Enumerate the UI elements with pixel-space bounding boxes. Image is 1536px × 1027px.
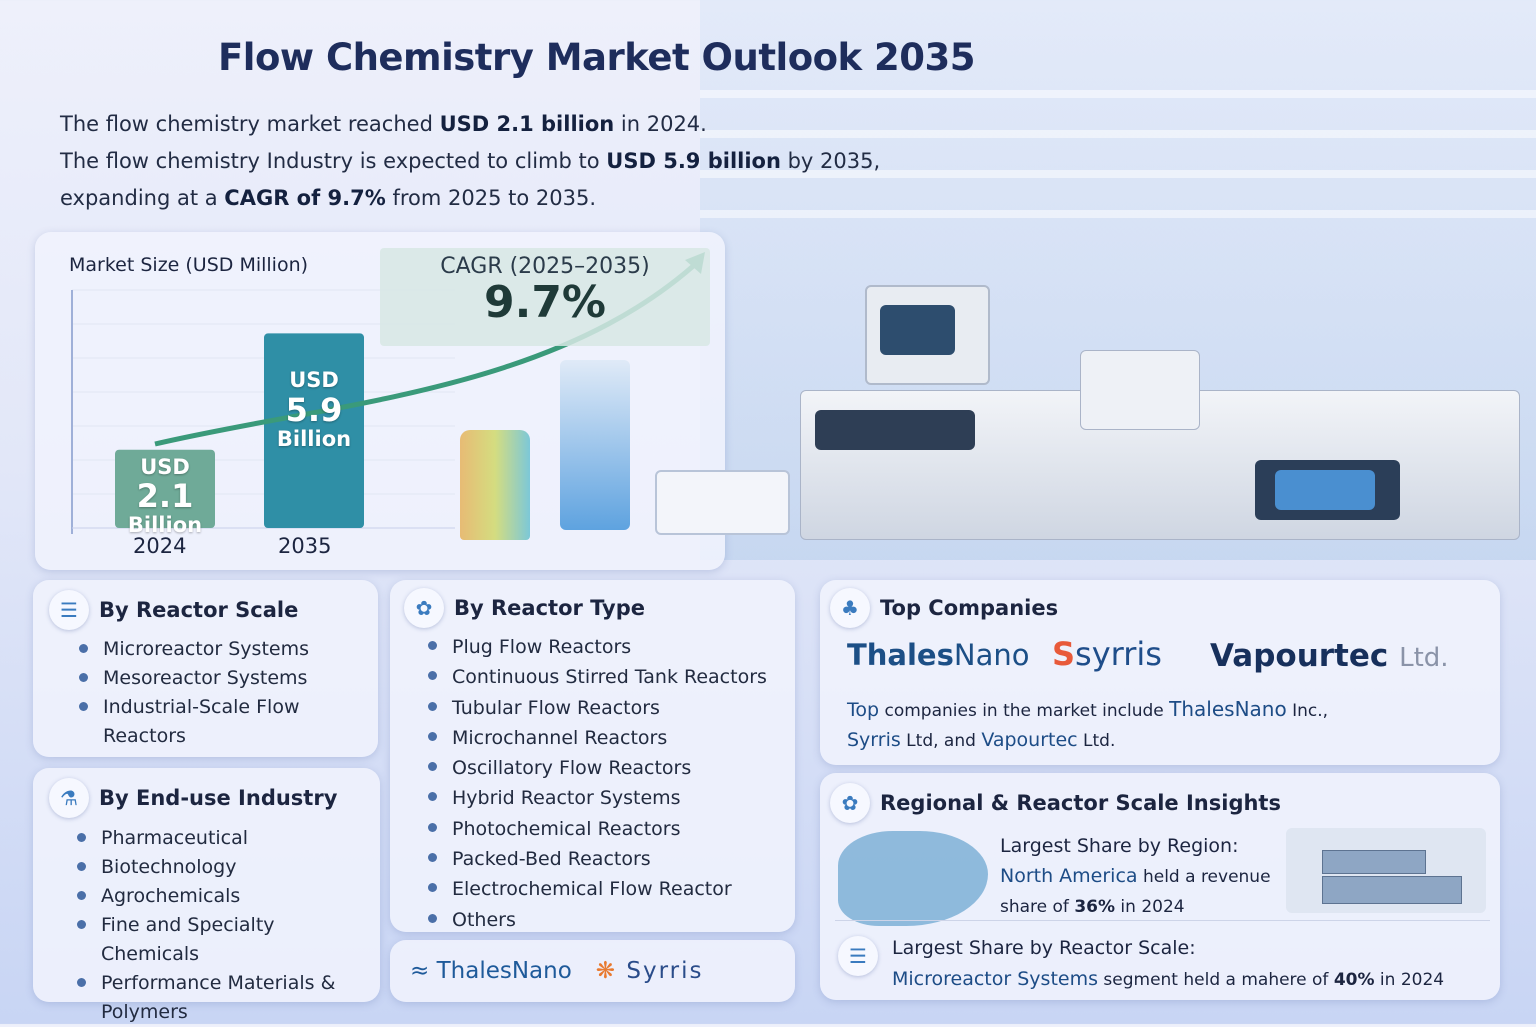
thalesnano-logo: ≈ ThalesNano [410, 958, 572, 984]
syrris-logo: Ssyrris [1052, 635, 1162, 673]
chart-title: Market Size (USD Million) [69, 254, 309, 276]
lab-equipment-illustration [460, 250, 1520, 550]
bar-2024 [115, 449, 215, 528]
top-companies-card: ♣ Top Companies ThalesNano Ssyrris Vapour… [820, 580, 1500, 765]
reactor-type-item: Hybrid Reactor Systems [424, 783, 767, 813]
end-use-item: Biotechnology [73, 853, 373, 882]
reactor-scale-title: By Reactor Scale [99, 598, 299, 622]
vapourtec-logo: Vapourtec Ltd. [1210, 638, 1449, 674]
bar-2035 [264, 333, 364, 528]
reactor-type-item: Oscillatory Flow Reactors [424, 753, 767, 783]
reactor-scale-card: ☰ By Reactor Scale Microreactor Systems Me… [33, 580, 378, 757]
molecule-icon: ✿ [830, 783, 870, 823]
top-companies-text: Top companies in the market include Thal… [847, 697, 1329, 751]
reactor-scale-item: Microreactor Systems [75, 635, 355, 664]
cagr-value: 9.7% [483, 277, 607, 328]
top-companies-title: Top Companies [880, 596, 1059, 620]
molecule-icon: ✿ [404, 588, 444, 628]
reactor-type-card: ✿ By Reactor Type Plug Flow Reactors Conti… [390, 580, 795, 932]
end-use-item: Fine and Specialty Chemicals [73, 911, 373, 969]
bar-label-line: USD [289, 368, 339, 393]
bar-label-line: USD [140, 454, 190, 479]
end-use-item: Pharmaceutical [73, 824, 373, 853]
x-tick-2035: 2035 [278, 534, 332, 558]
reactor-device-image [1286, 828, 1486, 913]
bar-label-line: 5.9 [285, 390, 343, 429]
end-use-item: Performance Materials & Polymers [73, 969, 373, 1027]
bar-label-line: Billion [276, 426, 352, 451]
bar-label-line: 2.1 [136, 476, 194, 515]
bar-label-2024: USD 2.1 Billion [115, 454, 215, 538]
reactor-type-item: Electrochemical Flow Reactor [424, 874, 767, 904]
factory-icon: ⚗ [49, 778, 89, 818]
database-icon: ☰ [49, 590, 89, 630]
regional-insights-card: ✿ Regional & Reactor Scale Insights Large… [820, 773, 1500, 1000]
reactor-type-item: Plug Flow Reactors [424, 632, 767, 662]
bar-label-2035: USD 5.9 Billion [264, 369, 364, 450]
syrris-logo: ❋ Syrris [595, 958, 704, 984]
reactor-type-item: Packed-Bed Reactors [424, 844, 767, 874]
cagr-label: CAGR (2025–2035) [440, 254, 650, 279]
reactor-type-item: Continuous Stirred Tank Reactors [424, 662, 767, 692]
reactor-type-title: By Reactor Type [454, 596, 645, 620]
market-size-chart: Market Size (USD Million) CAGR (2025–203… [35, 232, 725, 570]
x-tick-2024: 2024 [133, 534, 187, 558]
north-america-map-icon [838, 831, 988, 926]
reactor-type-item: Tubular Flow Reactors [424, 693, 767, 723]
regional-title: Regional & Reactor Scale Insights [880, 791, 1281, 815]
reactor-type-item: Photochemical Reactors [424, 814, 767, 844]
reactor-type-item: Microchannel Reactors [424, 723, 767, 753]
companies-icon: ♣ [830, 588, 870, 628]
database-icon: ☰ [838, 936, 878, 976]
reactor-scale-item: Industrial-Scale Flow Reactors [75, 693, 355, 751]
end-use-item: Agrochemicals [73, 882, 373, 911]
cagr-callout: CAGR (2025–2035) 9.7% [380, 248, 710, 346]
reactor-scale-item: Mesoreactor Systems [75, 664, 355, 693]
scale-insight: Largest Share by Reactor Scale: Microrea… [892, 937, 1445, 990]
reactor-type-item: Others [424, 905, 767, 935]
thalesnano-logo: ThalesNano [847, 638, 1030, 672]
end-use-title: By End-use Industry [99, 786, 338, 810]
bar-label-line: Billion [127, 513, 203, 538]
end-use-card: ⚗ By End-use Industry Pharmaceutical Biote… [33, 768, 380, 1023]
logo-strip: ≈ ThalesNano ❋ Syrris [390, 940, 795, 1002]
intro-text: The flow chemistry market reached USD 2.… [60, 112, 881, 210]
region-insight: Largest Share by Region: North America h… [1000, 835, 1271, 917]
page-title: Flow Chemistry Market Outlook 2035 [218, 36, 976, 79]
